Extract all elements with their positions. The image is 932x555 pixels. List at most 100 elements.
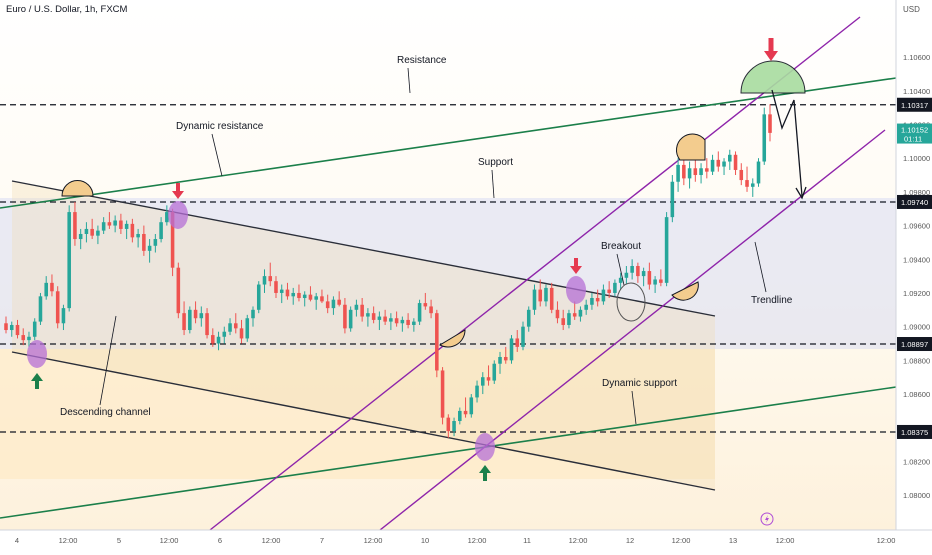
candle-body	[515, 338, 520, 347]
candle	[176, 262, 181, 319]
price-axis[interactable]: 1.106001.104001.102001.100001.098001.096…	[897, 53, 932, 500]
candle-body	[256, 284, 261, 310]
candle	[193, 301, 198, 324]
candle-body	[239, 328, 244, 339]
candle-body	[147, 245, 152, 251]
candle	[728, 149, 732, 170]
candle-body	[676, 164, 680, 182]
candle-body	[67, 212, 71, 309]
candle	[55, 286, 60, 329]
candle-body	[279, 289, 284, 293]
candle-body	[739, 169, 744, 181]
candle	[750, 178, 755, 197]
dynamic-support-line	[0, 386, 897, 519]
candle-body	[647, 271, 652, 285]
last-price-tag	[897, 123, 932, 144]
candle-body	[630, 266, 634, 273]
candle-body	[73, 212, 77, 240]
candle	[710, 154, 715, 176]
candle	[469, 394, 474, 418]
price-tick-label: 1.08200	[903, 457, 930, 466]
time-tick-label: 12:00	[672, 536, 691, 545]
down-arrow-icon	[570, 258, 582, 274]
candle	[429, 299, 433, 319]
level-price-label: 1.09740	[901, 198, 928, 207]
candle-body	[84, 228, 89, 234]
lightning-icon[interactable]	[760, 512, 774, 526]
candle	[268, 262, 273, 287]
candle	[337, 291, 341, 307]
candle-body	[722, 161, 726, 167]
candle	[262, 269, 267, 293]
candle	[486, 365, 491, 386]
price-tick-label: 1.09400	[903, 255, 930, 264]
price-tick-label: 1.09800	[903, 188, 930, 197]
candle-body	[590, 298, 594, 305]
annotation-label: Support	[478, 157, 513, 168]
candle	[693, 158, 698, 182]
candle	[377, 311, 382, 331]
candle	[147, 239, 152, 263]
candle-body	[532, 289, 537, 310]
candle	[630, 259, 634, 280]
candle-body	[27, 336, 31, 341]
candle-body	[182, 313, 186, 331]
candle-body	[233, 323, 238, 329]
candle-body	[371, 313, 376, 320]
candle	[503, 346, 508, 364]
candle-body	[130, 223, 135, 238]
candle-body	[572, 313, 577, 317]
candle-body	[308, 294, 313, 300]
candle	[394, 311, 399, 327]
candle	[435, 309, 439, 378]
level-price-label: 1.08375	[901, 428, 928, 437]
candle-body	[750, 183, 755, 187]
projection-path	[771, 89, 803, 197]
candle-body	[325, 301, 330, 309]
candle	[400, 316, 405, 332]
candle-body	[142, 233, 146, 251]
candle-body	[561, 318, 565, 325]
resistance-arc	[740, 60, 806, 94]
candle	[687, 161, 692, 189]
candle-body	[291, 292, 295, 297]
last-price-label: 1.10152	[901, 126, 928, 135]
candle	[641, 267, 646, 287]
candle	[716, 151, 721, 172]
candle-body	[435, 313, 439, 371]
candle-body	[124, 223, 129, 229]
ascending-channel-upper	[209, 16, 861, 531]
time-axis[interactable]: 4 12:00 5 12:00 6 12:00 7 12:00 10 12:00 11 12:00 12…	[15, 536, 895, 545]
up-arrow-icon	[479, 465, 491, 481]
candle-body	[96, 230, 100, 236]
candle	[475, 380, 479, 403]
chart-overlays	[27, 38, 807, 481]
candle-body	[670, 181, 675, 218]
candle-body	[636, 266, 640, 277]
candle	[544, 284, 548, 307]
time-tick-label: 12:00	[364, 536, 383, 545]
candle-body	[613, 282, 617, 293]
price-tick-label: 1.08600	[903, 390, 930, 399]
candle	[578, 306, 583, 322]
candle-body	[664, 217, 669, 283]
candle-body	[549, 287, 554, 310]
candle-body	[601, 289, 606, 302]
candle-body	[429, 306, 433, 314]
candle	[44, 276, 48, 300]
candle	[199, 306, 204, 327]
bar-countdown-label: 01:11	[904, 135, 922, 144]
candle	[50, 274, 54, 297]
candle	[498, 351, 502, 374]
level-price-label: 1.10317	[901, 101, 928, 110]
candle-body	[366, 313, 370, 317]
candle-body	[211, 335, 215, 344]
candle-body	[268, 276, 273, 282]
level-price-tag	[897, 424, 932, 439]
candle	[222, 326, 227, 344]
candle	[153, 233, 158, 253]
touch-arc	[671, 281, 699, 301]
candle	[406, 313, 410, 329]
